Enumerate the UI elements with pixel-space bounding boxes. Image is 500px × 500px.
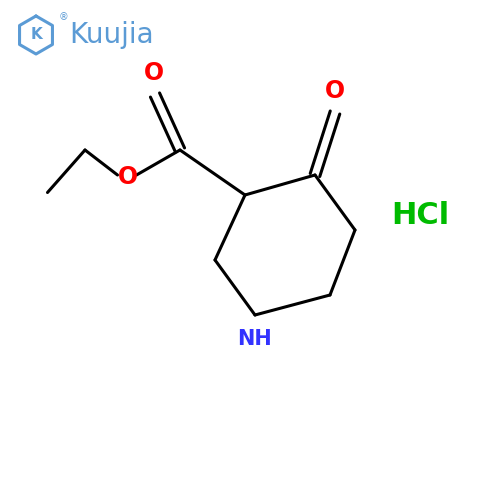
Text: ®: ® bbox=[59, 12, 69, 22]
Text: O: O bbox=[325, 78, 345, 102]
Text: O: O bbox=[144, 61, 164, 85]
Text: HCl: HCl bbox=[391, 200, 449, 230]
Text: Kuujia: Kuujia bbox=[69, 21, 154, 49]
Text: NH: NH bbox=[238, 329, 272, 349]
Text: O: O bbox=[118, 166, 138, 190]
Text: K: K bbox=[30, 28, 42, 42]
